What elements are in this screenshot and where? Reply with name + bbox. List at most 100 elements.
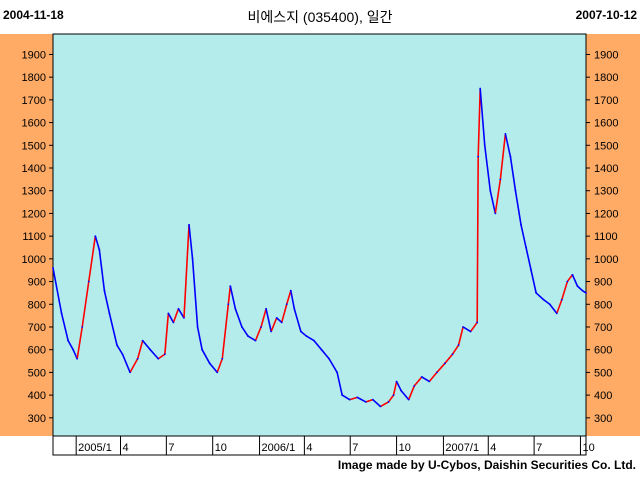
- price-segment: [525, 247, 532, 271]
- price-segment: [108, 313, 118, 346]
- price-segment: [172, 308, 180, 323]
- price-segment: [483, 145, 492, 191]
- price-segment: [571, 274, 579, 287]
- y-tick-label-right: 600: [594, 345, 612, 357]
- y-tick-label-left: 1400: [22, 163, 46, 175]
- y-tick-label-left: 700: [28, 322, 46, 334]
- price-segment: [494, 179, 502, 214]
- price-point: [499, 178, 502, 181]
- price-point: [400, 389, 403, 392]
- x-tick-label: 7: [352, 442, 358, 454]
- price-point: [520, 223, 522, 226]
- price-segment: [177, 308, 185, 319]
- x-tick-label: 4: [123, 442, 129, 454]
- price-segment: [270, 317, 278, 332]
- start-date-label: 2004-11-18: [3, 8, 64, 22]
- y-tick-label-left: 1700: [22, 95, 46, 107]
- price-point: [221, 357, 224, 360]
- x-tick-label: 7: [536, 442, 542, 454]
- end-date-label: 2007-10-12: [575, 8, 637, 22]
- price-point: [67, 339, 70, 342]
- price-point: [227, 303, 230, 306]
- price-segment: [341, 394, 351, 401]
- price-point: [479, 87, 482, 90]
- price-segment: [157, 353, 166, 360]
- price-point: [188, 223, 190, 226]
- price-point: [571, 273, 574, 276]
- y-tick-label-left: 800: [28, 299, 46, 311]
- price-point: [81, 326, 84, 328]
- price-segment: [167, 312, 175, 323]
- price-segment: [196, 326, 203, 350]
- price-segment: [499, 133, 507, 180]
- price-point: [428, 380, 431, 383]
- price-segment: [387, 394, 395, 403]
- x-tick-label: 4: [490, 442, 496, 454]
- y-tick-label-left: 1800: [22, 72, 46, 84]
- y-tick-label-left: 1100: [22, 231, 46, 243]
- price-point: [581, 289, 584, 292]
- price-segment: [530, 270, 537, 294]
- price-segment: [234, 308, 243, 328]
- right-axis-panel: [586, 34, 640, 436]
- price-segment: [504, 133, 512, 157]
- price-point: [72, 348, 75, 351]
- price-segment: [67, 340, 74, 351]
- y-tick-label-left: 600: [28, 345, 46, 357]
- y-tick-label-right: 300: [594, 413, 612, 425]
- price-point: [293, 307, 296, 310]
- price-point: [413, 385, 416, 387]
- price-point: [196, 326, 199, 328]
- x-axis: 2005/1 4 7 10 2006/1 4 7 10 2007/1 4 7 10: [75, 436, 595, 455]
- price-point: [483, 144, 486, 147]
- price-segment: [509, 156, 517, 191]
- price-segment: [457, 326, 464, 346]
- x-tick-label: 4: [306, 442, 312, 454]
- price-segment: [72, 349, 78, 360]
- price-segment: [201, 349, 211, 364]
- price-segment: [489, 190, 497, 214]
- y-tick-label-right: 900: [594, 277, 612, 289]
- plot-area: [52, 33, 587, 437]
- price-point: [116, 344, 118, 347]
- x-tick-label: 10: [399, 442, 411, 454]
- price-point: [136, 357, 139, 360]
- price-point: [121, 353, 124, 356]
- price-point: [270, 330, 273, 333]
- price-segment: [241, 326, 249, 337]
- price-series: [52, 87, 587, 408]
- price-point: [167, 312, 170, 315]
- price-point: [476, 321, 479, 324]
- price-point: [379, 405, 382, 408]
- price-segment: [149, 349, 159, 360]
- y-tick-label-left: 1000: [22, 254, 46, 266]
- price-segment: [392, 381, 398, 396]
- x-tick-label: 2007/1: [445, 442, 479, 454]
- price-segment: [477, 88, 482, 157]
- y-tick-label-right: 500: [594, 367, 612, 379]
- price-segment: [372, 399, 381, 408]
- price-segment: [221, 304, 230, 359]
- price-segment: [129, 358, 139, 373]
- price-point: [451, 353, 454, 356]
- price-segment: [566, 274, 574, 283]
- price-segment: [305, 335, 315, 342]
- y-tick-label-right: 1300: [594, 186, 618, 198]
- price-segment: [276, 317, 283, 324]
- price-point: [94, 235, 97, 238]
- price-point: [157, 357, 160, 360]
- price-segment: [265, 308, 272, 332]
- price-point: [548, 303, 551, 306]
- y-tick-label-right: 1600: [594, 118, 618, 130]
- price-point: [420, 376, 423, 378]
- price-segment: [428, 371, 438, 383]
- x-tick-label: 2006/1: [262, 442, 296, 454]
- price-segment: [103, 290, 111, 314]
- price-segment: [76, 326, 84, 359]
- price-point: [280, 321, 283, 324]
- price-point: [477, 155, 480, 158]
- price-point: [241, 326, 243, 328]
- price-segment: [556, 299, 563, 314]
- price-segment: [52, 267, 63, 314]
- price-segment: [328, 358, 338, 373]
